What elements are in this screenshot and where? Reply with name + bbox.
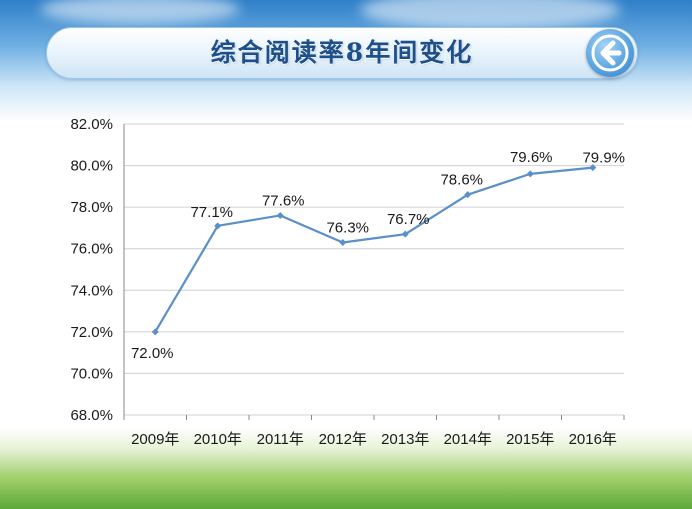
y-tick-label: 74.0% <box>70 282 113 299</box>
data-point-marker <box>401 230 409 238</box>
page-title: 综合阅读率8年间变化 <box>210 38 474 67</box>
sky-cloud <box>40 0 240 24</box>
data-point-marker <box>526 170 534 178</box>
y-tick-label: 68.0% <box>70 407 113 424</box>
data-point-marker <box>276 211 284 219</box>
y-tick-label: 72.0% <box>70 324 113 341</box>
x-tick-label: 2010年 <box>194 431 242 448</box>
data-point-marker <box>464 191 472 199</box>
x-tick-label: 2009年 <box>131 431 179 448</box>
data-label: 79.9% <box>582 150 625 167</box>
y-tick-label: 80.0% <box>70 158 113 175</box>
x-tick-label: 2014年 <box>444 431 492 448</box>
back-arrow-icon <box>591 34 629 72</box>
y-tick-label: 70.0% <box>70 365 113 382</box>
x-tick-label: 2012年 <box>319 431 367 448</box>
y-tick-label: 82.0% <box>70 116 113 133</box>
x-tick-label: 2015年 <box>506 431 554 448</box>
x-tick-label: 2016年 <box>569 431 617 448</box>
data-label: 79.6% <box>510 149 553 166</box>
data-label: 76.7% <box>387 211 430 228</box>
x-tick-label: 2013年 <box>381 431 429 448</box>
data-point-marker <box>151 328 159 336</box>
data-label: 72.0% <box>131 345 174 362</box>
y-tick-label: 76.0% <box>70 241 113 258</box>
back-button[interactable] <box>586 29 634 77</box>
data-point-marker <box>339 238 347 246</box>
data-point-marker <box>589 164 597 172</box>
data-label: 77.1% <box>190 204 233 221</box>
data-point-marker <box>214 222 222 230</box>
data-label: 78.6% <box>440 172 483 189</box>
series-line <box>154 166 593 333</box>
x-tick-label: 2011年 <box>257 431 304 448</box>
title-bar: 综合阅读率8年间变化 <box>46 27 638 79</box>
data-label: 77.6% <box>262 192 305 209</box>
y-tick-label: 78.0% <box>70 199 113 216</box>
data-label: 76.3% <box>326 219 369 236</box>
